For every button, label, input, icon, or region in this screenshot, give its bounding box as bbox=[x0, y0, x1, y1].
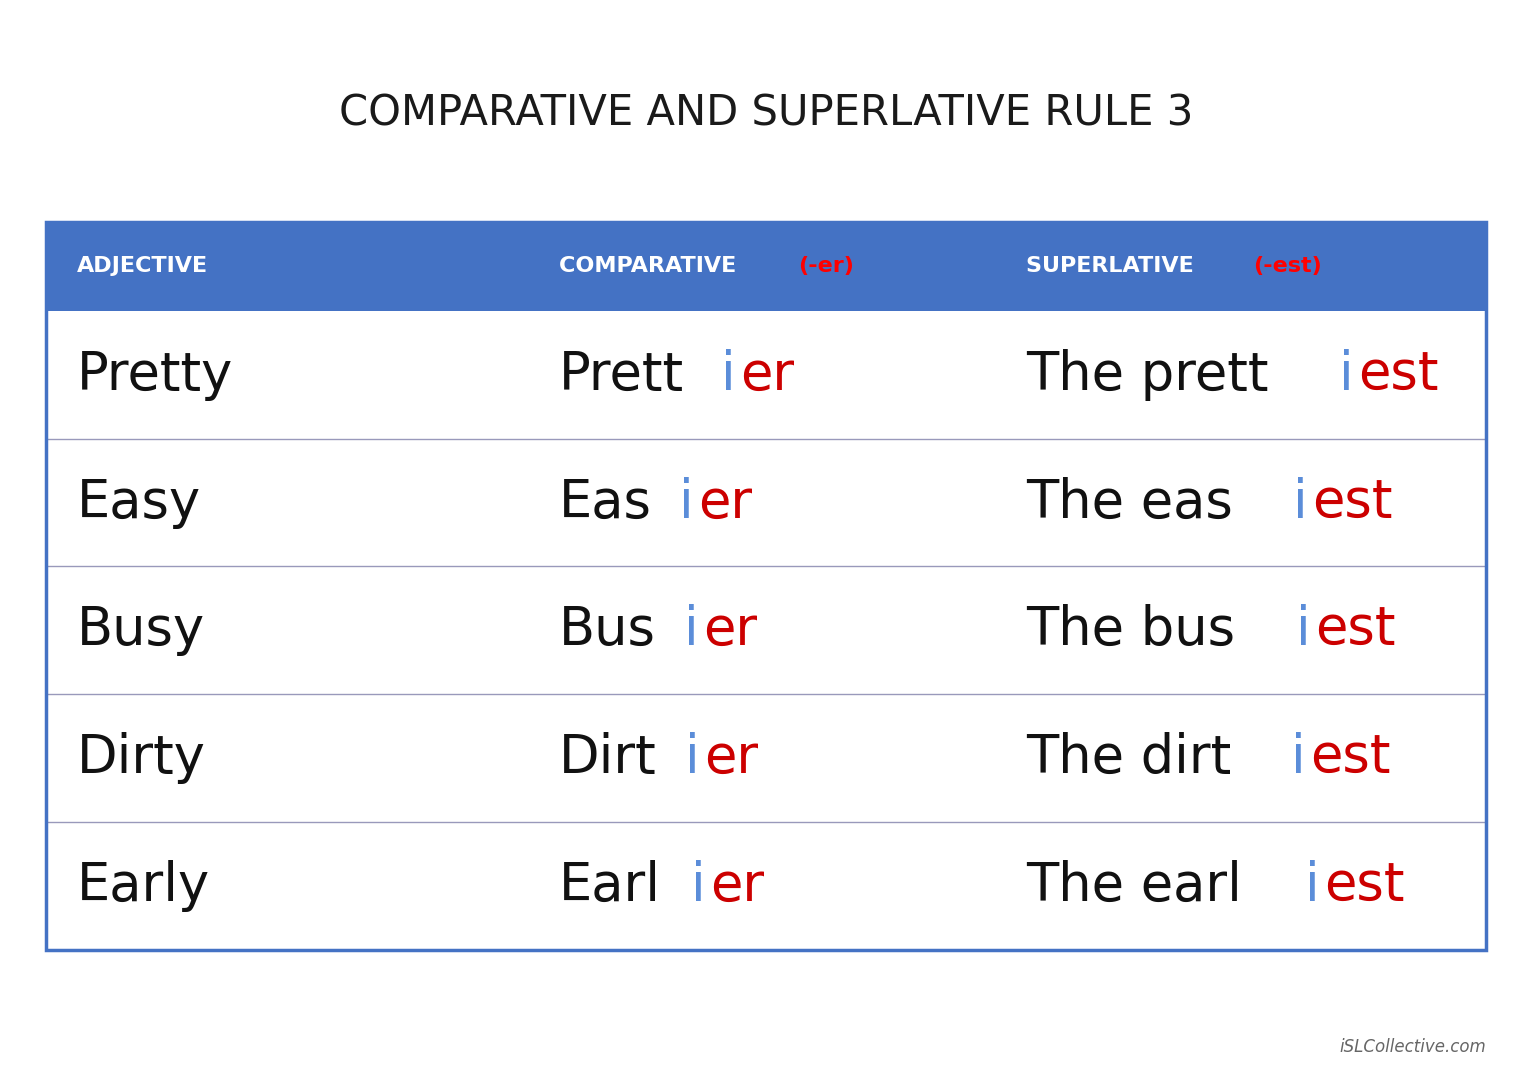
Text: i: i bbox=[1293, 477, 1308, 529]
Text: The earl: The earl bbox=[1026, 860, 1242, 912]
Text: i: i bbox=[1339, 349, 1354, 401]
Text: Earl: Earl bbox=[559, 860, 662, 912]
Text: i: i bbox=[720, 349, 735, 401]
Text: er: er bbox=[705, 732, 758, 784]
Text: Early: Early bbox=[77, 860, 210, 912]
Text: (-er): (-er) bbox=[798, 257, 853, 276]
Text: i: i bbox=[679, 477, 694, 529]
Text: Eas: Eas bbox=[559, 477, 653, 529]
Text: est: est bbox=[1313, 477, 1393, 529]
Text: COMPARATIVE AND SUPERLATIVE RULE 3: COMPARATIVE AND SUPERLATIVE RULE 3 bbox=[339, 93, 1193, 134]
Text: Bus: Bus bbox=[559, 604, 656, 656]
Text: er: er bbox=[709, 860, 764, 912]
Text: i: i bbox=[685, 732, 700, 784]
Text: i: i bbox=[1291, 732, 1305, 784]
Text: The prett: The prett bbox=[1026, 349, 1268, 401]
Text: Dirty: Dirty bbox=[77, 732, 205, 784]
Text: Prett: Prett bbox=[559, 349, 685, 401]
Text: i: i bbox=[691, 860, 706, 912]
Text: est: est bbox=[1324, 860, 1405, 912]
Text: (-est): (-est) bbox=[1253, 257, 1322, 276]
Text: er: er bbox=[699, 477, 752, 529]
Text: er: er bbox=[740, 349, 794, 401]
Text: The dirt: The dirt bbox=[1026, 732, 1232, 784]
Text: ADJECTIVE: ADJECTIVE bbox=[77, 257, 208, 276]
Text: i: i bbox=[1296, 604, 1311, 656]
Text: The bus: The bus bbox=[1026, 604, 1236, 656]
FancyBboxPatch shape bbox=[46, 311, 1486, 950]
Text: SUPERLATIVE: SUPERLATIVE bbox=[1026, 257, 1203, 276]
Text: Pretty: Pretty bbox=[77, 349, 233, 401]
Text: er: er bbox=[703, 604, 757, 656]
Text: Easy: Easy bbox=[77, 477, 201, 529]
Text: iSLCollective.com: iSLCollective.com bbox=[1339, 1038, 1486, 1056]
Text: i: i bbox=[685, 604, 699, 656]
FancyBboxPatch shape bbox=[46, 222, 1486, 311]
Text: est: est bbox=[1316, 604, 1396, 656]
Text: COMPARATIVE: COMPARATIVE bbox=[559, 257, 745, 276]
Text: est: est bbox=[1310, 732, 1391, 784]
Text: The eas: The eas bbox=[1026, 477, 1233, 529]
Text: est: est bbox=[1359, 349, 1439, 401]
Text: Busy: Busy bbox=[77, 604, 205, 656]
Text: Dirt: Dirt bbox=[559, 732, 657, 784]
Text: i: i bbox=[1305, 860, 1319, 912]
